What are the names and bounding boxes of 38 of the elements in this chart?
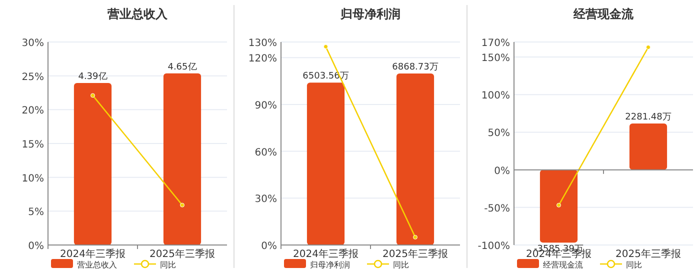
legend-label: 同比 — [393, 260, 409, 270]
y-tick-label: 10% — [22, 173, 44, 184]
y-tick-label: 150% — [481, 53, 510, 64]
y-tick-label: 30% — [22, 38, 44, 49]
y-tick-label: 25% — [22, 72, 44, 83]
data-label: 4.65亿 — [168, 61, 197, 72]
y-tick-label: 100% — [481, 90, 510, 102]
y-tick-label: 90% — [254, 100, 277, 112]
legend-label: 归母净利润 — [310, 260, 350, 270]
y-tick-label: -100% — [478, 241, 510, 252]
y-tick-label: 0% — [494, 166, 510, 177]
legend-label: 经营现金流 — [543, 260, 583, 270]
y-tick-label: 5% — [28, 207, 44, 218]
x-tick-label: 2025年三季报 — [150, 248, 215, 260]
y-tick-label: 0% — [261, 241, 277, 252]
x-tick-label: 2024年三季报 — [293, 248, 358, 260]
y-tick-label: -50% — [484, 203, 510, 214]
legend-label: 同比 — [160, 260, 176, 270]
data-label: 2281.48万 — [625, 112, 672, 122]
chart-title: 归母净利润 — [340, 7, 400, 21]
y-tick-label: 0% — [28, 241, 44, 252]
y-tick-label: 60% — [254, 147, 277, 158]
x-tick-label: 2025年三季报 — [382, 248, 448, 260]
y-tick-label: 15% — [22, 140, 44, 150]
y-tick-label: 20% — [22, 106, 44, 117]
data-label: 6868.73万 — [392, 62, 438, 72]
y-tick-label: 170% — [481, 38, 510, 49]
x-tick-label: 2025年三季报 — [616, 248, 681, 260]
y-tick-label: 120% — [248, 54, 277, 65]
legend-label: 营业总收入 — [77, 260, 117, 270]
y-tick-label: 30% — [254, 194, 277, 206]
y-tick-label: 50% — [488, 128, 510, 140]
legend-label: 同比 — [626, 260, 642, 270]
chart-title: 经营现金流 — [572, 7, 634, 21]
chart-title: 营业总收入 — [106, 7, 168, 21]
data-label: 4.39亿 — [78, 70, 108, 82]
y-tick-label: 130% — [248, 38, 277, 49]
x-tick-label: 2024年三季报 — [60, 248, 126, 260]
